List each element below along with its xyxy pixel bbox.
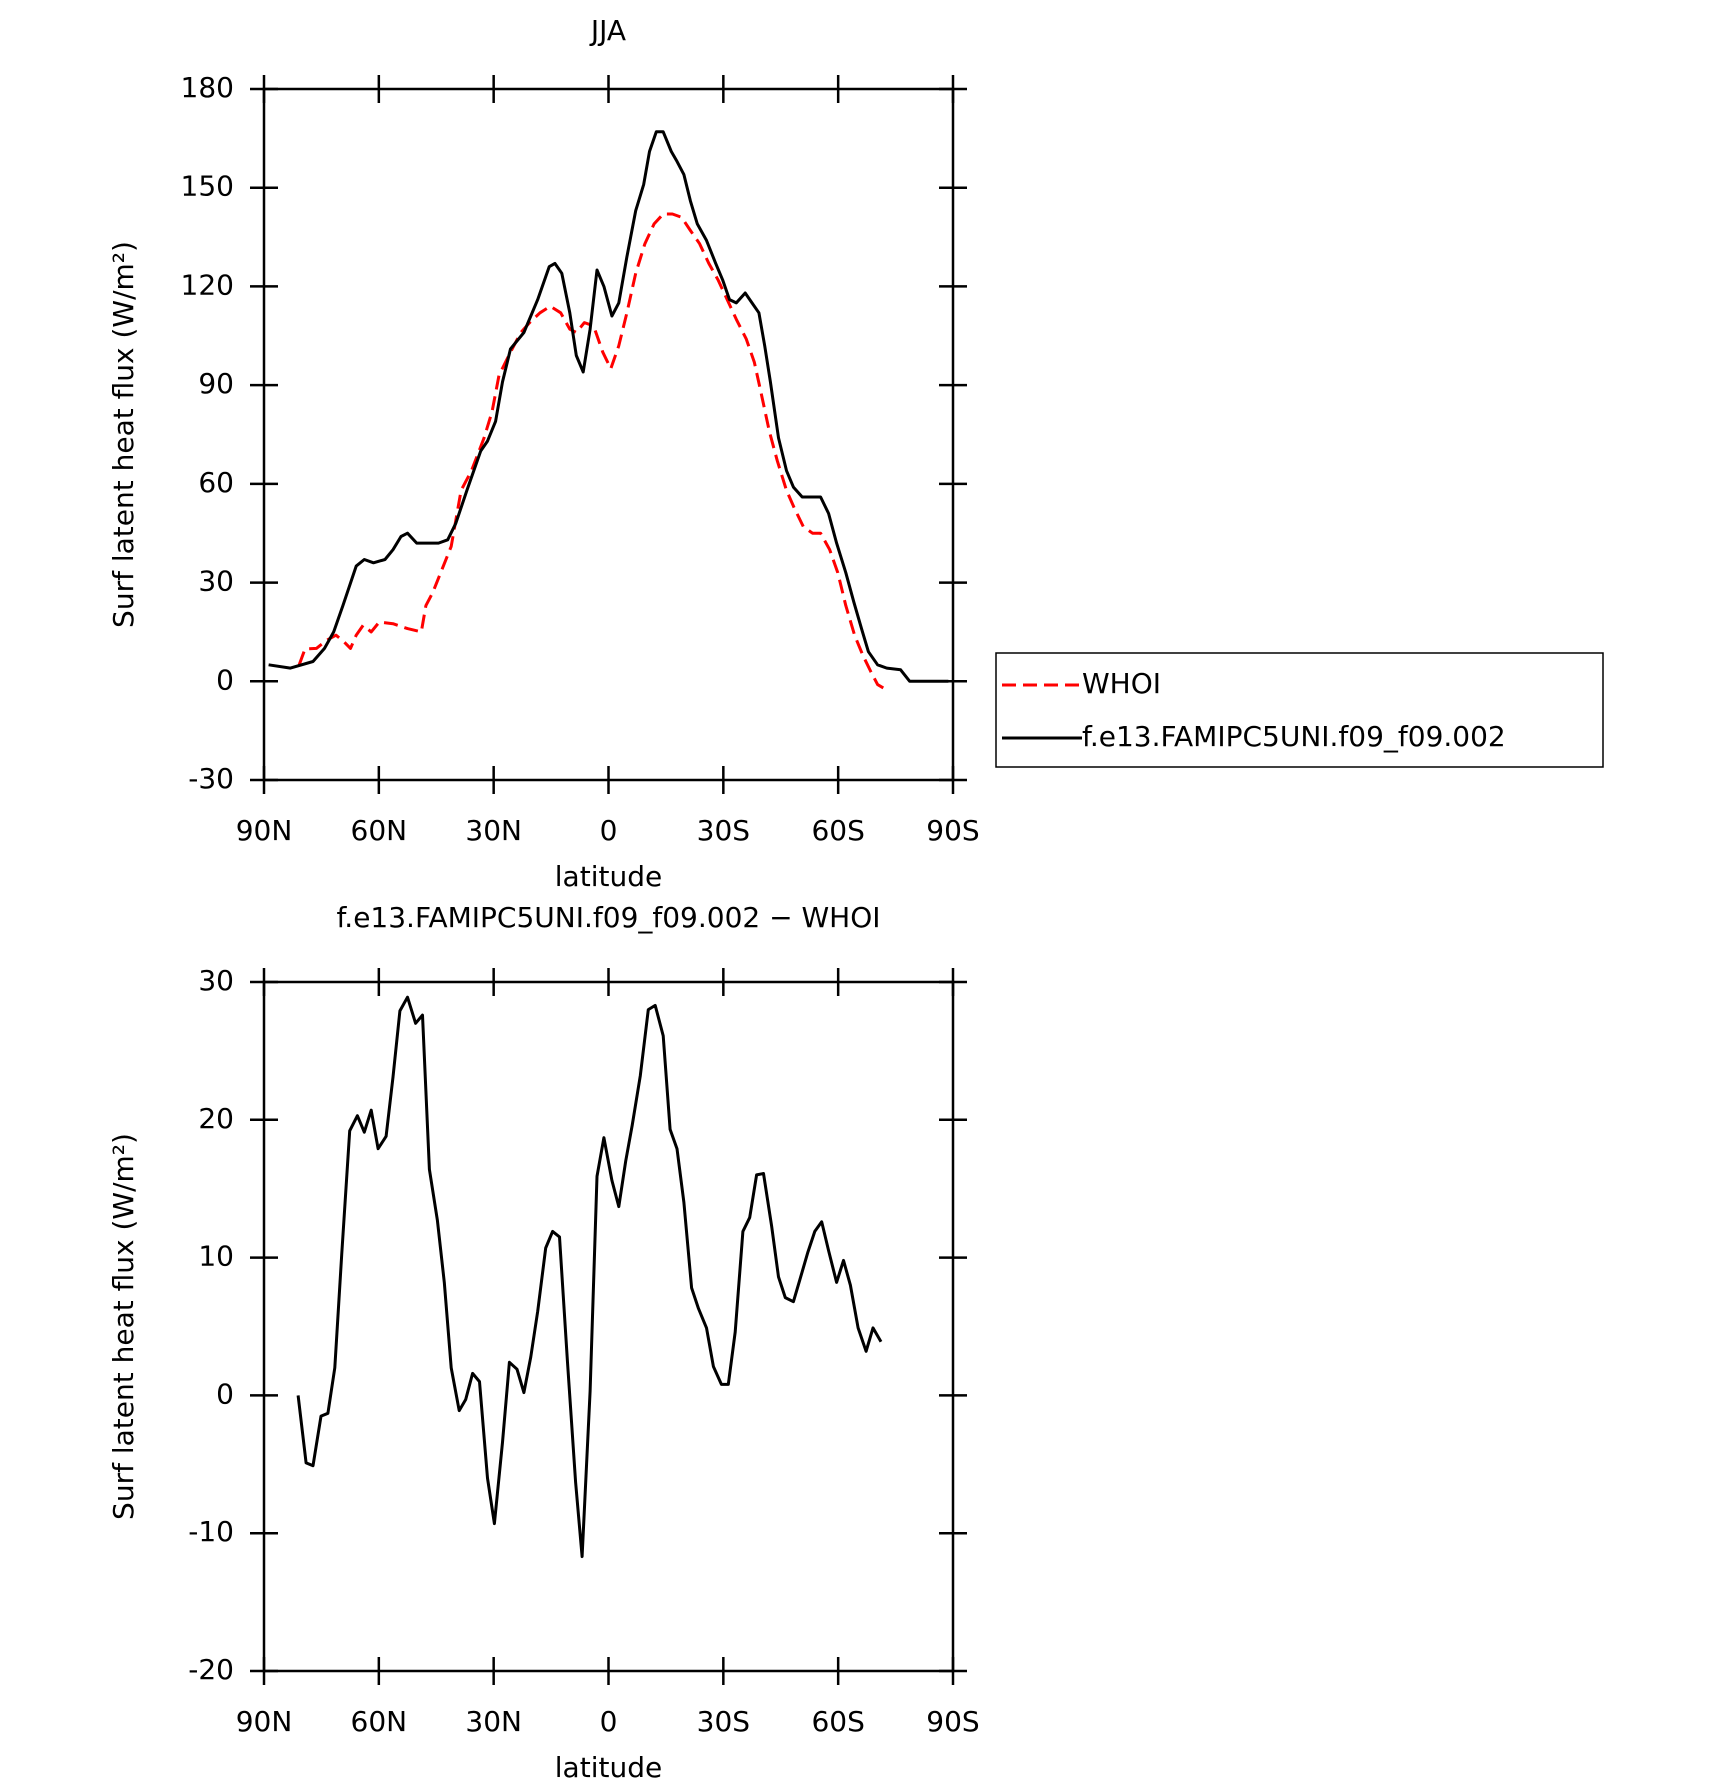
chart-title: f.e13.FAMIPC5UNI.f09_f09.002 − WHOI [336, 901, 880, 934]
x-tick-label: 0 [600, 814, 618, 847]
y-tick-label: 180 [181, 71, 234, 104]
y-tick-label: -10 [188, 1515, 234, 1548]
legend-label: f.e13.FAMIPC5UNI.f09_f09.002 [1082, 720, 1506, 753]
x-axis-label: latitude [555, 1751, 662, 1784]
x-tick-label: 30S [697, 1705, 750, 1738]
y-tick-label: 120 [181, 268, 234, 301]
plot-frame [262, 87, 955, 782]
x-tick-label: 0 [600, 1705, 618, 1738]
x-tick-label: 30N [465, 1705, 522, 1738]
y-tick-label: 90 [198, 367, 234, 400]
y-tick-label: 10 [198, 1240, 234, 1273]
series-line [297, 212, 885, 690]
y-tick-label: 30 [198, 964, 234, 997]
x-tick-label: 60S [811, 1705, 864, 1738]
chart-title: JJA [589, 14, 626, 47]
series-line [296, 995, 883, 1559]
x-axis-label: latitude [555, 860, 662, 893]
x-tick-label: 30S [697, 814, 750, 847]
y-tick-label: -30 [188, 762, 234, 795]
x-tick-label: 60S [811, 814, 864, 847]
x-tick-label: 60N [351, 814, 408, 847]
y-tick-label: 0 [216, 663, 234, 696]
y-tick-label: -20 [188, 1653, 234, 1686]
x-tick-label: 90S [926, 1705, 979, 1738]
y-tick-label: 20 [198, 1102, 234, 1135]
legend-box [995, 652, 1604, 768]
plot-frame [262, 980, 955, 1673]
y-tick-label: 60 [198, 466, 234, 499]
y-axis-label: Surf latent heat flux (W/m²) [107, 241, 140, 628]
x-tick-label: 30N [465, 814, 522, 847]
y-tick-label: 150 [181, 170, 234, 203]
series-line [268, 130, 949, 683]
y-axis-label: Surf latent heat flux (W/m²) [107, 1133, 140, 1520]
legend-label: WHOI [1082, 667, 1161, 700]
x-tick-label: 90S [926, 814, 979, 847]
y-tick-label: 30 [198, 565, 234, 598]
x-tick-label: 90N [236, 1705, 293, 1738]
y-tick-label: 0 [216, 1377, 234, 1410]
x-tick-label: 90N [236, 814, 293, 847]
x-tick-label: 60N [351, 1705, 408, 1738]
